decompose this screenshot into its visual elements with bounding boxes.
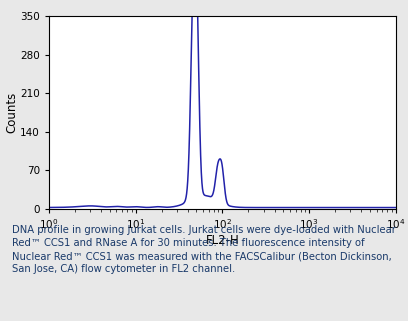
- Text: DNA profile in growing Jurkat cells. Jurkat cells were dye-loaded with Nuclear
R: DNA profile in growing Jurkat cells. Jur…: [12, 225, 396, 274]
- Y-axis label: Counts: Counts: [6, 92, 19, 133]
- X-axis label: FL2-H: FL2-H: [206, 234, 239, 247]
